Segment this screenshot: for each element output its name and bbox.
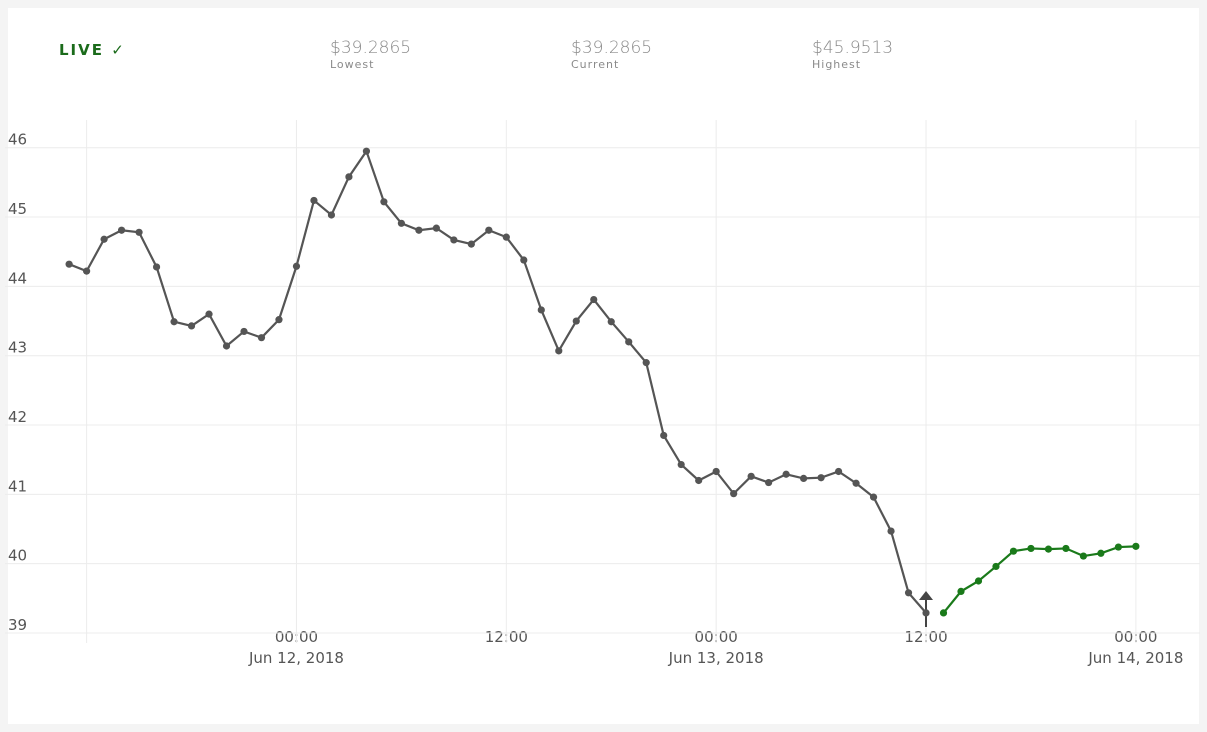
stat-label: Lowest: [330, 58, 375, 71]
y-tick-label: 40: [8, 547, 27, 565]
point: [1044, 545, 1053, 553]
point: [677, 460, 685, 469]
point: [65, 260, 73, 268]
stat-label: Highest: [812, 58, 862, 71]
marks: [65, 147, 1140, 617]
point: [695, 476, 703, 485]
point: [572, 317, 580, 325]
point: [817, 474, 825, 482]
point: [467, 240, 475, 248]
stat-value: $39.2865: [571, 38, 653, 58]
point: [292, 262, 301, 270]
card: [8, 8, 1199, 724]
point: [170, 318, 178, 326]
point: [555, 347, 563, 355]
series-line: [68, 148, 927, 614]
point: [362, 147, 371, 155]
point: [450, 236, 458, 244]
point: [852, 479, 860, 487]
point: [432, 224, 440, 232]
point: [485, 226, 493, 234]
point: [1079, 552, 1088, 560]
point: [1027, 544, 1035, 553]
point: [397, 219, 405, 227]
point: [380, 198, 388, 206]
point: [205, 310, 213, 318]
point: [537, 306, 545, 314]
point: [765, 478, 773, 487]
point: [327, 211, 336, 219]
point: [1132, 542, 1140, 550]
y-tick-label: 45: [8, 200, 27, 218]
point: [747, 472, 755, 480]
point: [187, 322, 196, 330]
point: [310, 196, 318, 205]
point: [520, 256, 528, 264]
point: [100, 235, 108, 243]
point: [730, 490, 738, 498]
point: [590, 295, 598, 304]
live-badge: LIVE ✓: [59, 41, 126, 59]
y-tick-label: 43: [8, 339, 27, 357]
x-tick-label: Jun 14, 2018: [1087, 649, 1183, 667]
marker-arrow: [919, 591, 933, 600]
point: [275, 316, 283, 324]
point: [922, 609, 930, 617]
point: [904, 589, 913, 597]
stat: $39.2865 Current: [571, 38, 652, 71]
stat-value: $39.2865: [330, 38, 412, 58]
point: [222, 342, 231, 350]
point: [800, 474, 808, 483]
point: [992, 562, 1000, 571]
point: [660, 431, 668, 440]
point: [625, 338, 633, 346]
point: [887, 527, 895, 535]
point: [834, 467, 843, 476]
point: [1062, 544, 1070, 553]
point: [415, 226, 423, 234]
x-tick-label: Jun 13, 2018: [668, 649, 764, 667]
point: [83, 267, 91, 275]
point: [939, 609, 948, 617]
stat: $39.2865 Lowest: [330, 38, 411, 71]
y-tick-label: 46: [8, 131, 27, 149]
series-line: [942, 545, 1136, 614]
stat-label: Current: [571, 58, 620, 71]
point: [240, 327, 248, 336]
stat-value: $45.9513: [812, 38, 894, 58]
y-tick-label: 44: [8, 269, 27, 287]
point: [152, 263, 161, 271]
point: [957, 587, 965, 596]
point: [1114, 543, 1122, 551]
point: [782, 470, 790, 478]
y-tick-label: 41: [8, 477, 27, 495]
stat: $45.9513 Highest: [812, 38, 893, 71]
x-tick-label: Jun 12, 2018: [248, 649, 344, 667]
point: [869, 493, 878, 501]
point: [135, 228, 143, 236]
y-tick-label: 42: [8, 408, 27, 426]
point: [607, 318, 615, 326]
point: [712, 467, 720, 476]
point: [642, 359, 650, 367]
point: [974, 577, 983, 585]
point: [1097, 549, 1105, 557]
y-tick-label: 39: [8, 616, 27, 634]
point: [345, 173, 353, 181]
point: [1009, 547, 1018, 555]
point: [257, 334, 266, 342]
point: [117, 226, 126, 234]
point: [502, 233, 510, 241]
